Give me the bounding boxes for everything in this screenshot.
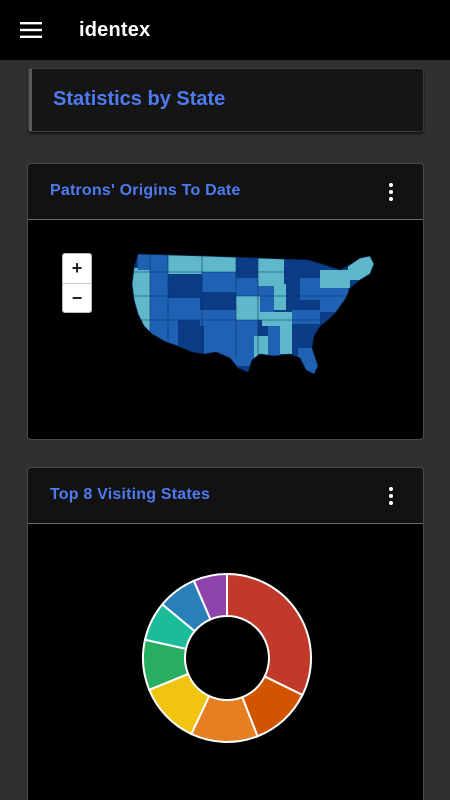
app-bar: identex <box>0 0 450 60</box>
patrons-origins-card: Patrons' Origins To Date + − <box>27 163 424 440</box>
zoom-in-button[interactable]: + <box>71 258 83 278</box>
chart-area: SCNYMNNCCOMOVAGA <box>28 524 423 800</box>
card-header: Top 8 Visiting States <box>28 468 423 524</box>
top-visiting-states-card: Top 8 Visiting States SCNYMNNCCOMOVAGA <box>27 467 424 800</box>
zoom-out-button[interactable]: − <box>63 283 91 312</box>
us-states-map[interactable] <box>108 248 378 378</box>
card-header: Patrons' Origins To Date <box>28 164 423 220</box>
app-title: identex <box>79 18 151 41</box>
map-area[interactable]: + − <box>28 220 423 439</box>
donut-chart[interactable] <box>141 572 313 744</box>
donut-slice-ga[interactable] <box>192 572 228 621</box>
page-title-card: Statistics by State <box>28 68 424 132</box>
hamburger-menu-icon <box>20 22 42 38</box>
card-title: Top 8 Visiting States <box>50 486 211 503</box>
more-options-icon[interactable] <box>381 484 401 508</box>
zoom-control: + − <box>62 253 92 313</box>
donut-slice-sc[interactable] <box>226 572 312 697</box>
menu-button[interactable] <box>0 0 62 60</box>
title-accent-bar <box>29 69 32 131</box>
page-title: Statistics by State <box>53 88 226 110</box>
card-title: Patrons' Origins To Date <box>50 182 241 199</box>
more-options-icon[interactable] <box>381 180 401 204</box>
